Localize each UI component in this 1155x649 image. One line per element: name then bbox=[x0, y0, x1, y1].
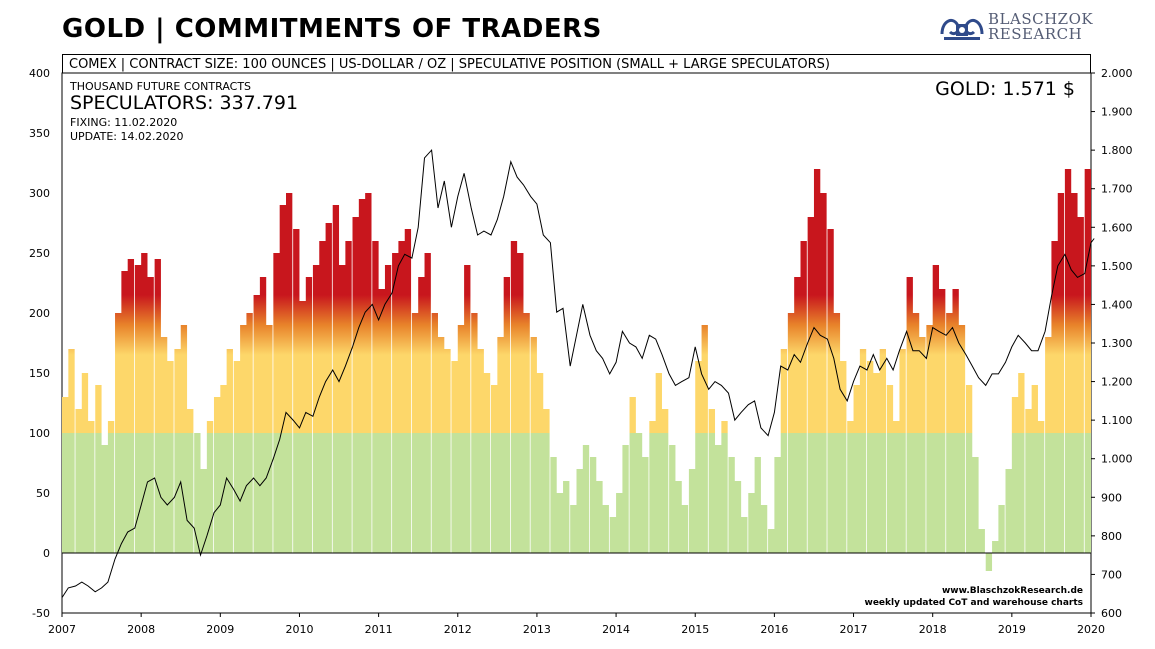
x-tick-label: 2017 bbox=[840, 623, 868, 636]
y-left-tick-label: 100 bbox=[29, 427, 50, 440]
y-right-tick-label: 700 bbox=[1101, 568, 1122, 581]
y-left-tick-label: 300 bbox=[29, 187, 50, 200]
fixing-date: FIXING: 11.02.2020 bbox=[70, 116, 178, 129]
y-right-tick-label: 600 bbox=[1101, 607, 1122, 620]
speculators-value: SPECULATORS: 337.791 bbox=[70, 92, 299, 114]
x-tick-label: 2008 bbox=[127, 623, 155, 636]
y-left-tick-label: 150 bbox=[29, 367, 50, 380]
y-right-tick-label: 1.300 bbox=[1101, 337, 1133, 350]
gold-price: GOLD: 1.571 $ bbox=[935, 78, 1075, 100]
y-right-tick-label: 900 bbox=[1101, 491, 1122, 504]
x-tick-label: 2020 bbox=[1077, 623, 1105, 636]
footnote-tagline: weekly updated CoT and warehouse charts bbox=[864, 598, 1084, 608]
y-right-tick-label: 1.100 bbox=[1101, 414, 1133, 427]
y-right-tick-label: 1.900 bbox=[1101, 106, 1133, 119]
y-left-tick-label: 250 bbox=[29, 247, 50, 260]
y-right-tick-label: 1.400 bbox=[1101, 298, 1133, 311]
update-date: UPDATE: 14.02.2020 bbox=[70, 130, 184, 143]
x-tick-label: 2015 bbox=[681, 623, 709, 636]
speculator-bars-positive bbox=[62, 147, 1091, 553]
y-left-tick-label: 200 bbox=[29, 307, 50, 320]
x-tick-label: 2010 bbox=[285, 623, 313, 636]
gold-price-line bbox=[61, 148, 1095, 598]
footnote-site: www.BlaschzokResearch.de bbox=[941, 586, 1083, 596]
x-tick-label: 2007 bbox=[48, 623, 76, 636]
logo-line-1: BLASCHZOK bbox=[988, 10, 1094, 28]
x-tick-label: 2018 bbox=[919, 623, 947, 636]
speculator-bar bbox=[1091, 147, 1097, 553]
y-right-tick-label: 1.200 bbox=[1101, 376, 1133, 389]
y-left-tick-label: 400 bbox=[29, 67, 50, 80]
brand-logo: BLASCHZOK RESEARCH bbox=[940, 12, 1093, 44]
y-right-tick-label: 1.600 bbox=[1101, 221, 1133, 234]
x-tick-label: 2009 bbox=[206, 623, 234, 636]
x-tick-label: 2019 bbox=[998, 623, 1026, 636]
y-left-tick-label: 50 bbox=[36, 487, 50, 500]
logo-line-2: RESEARCH bbox=[988, 25, 1083, 43]
x-tick-label: 2014 bbox=[602, 623, 630, 636]
x-tick-label: 2013 bbox=[523, 623, 551, 636]
y-right-tick-label: 1.000 bbox=[1101, 453, 1133, 466]
y-right-tick-label: 800 bbox=[1101, 530, 1122, 543]
chart-subtitle: COMEX | CONTRACT SIZE: 100 OUNCES | US-D… bbox=[62, 54, 1091, 73]
y-left-tick-label: -50 bbox=[32, 607, 50, 620]
y-left-tick-label: 350 bbox=[29, 127, 50, 140]
y-right-tick-label: 1.500 bbox=[1101, 260, 1133, 273]
x-tick-label: 2011 bbox=[365, 623, 393, 636]
y-right-tick-label: 2.000 bbox=[1101, 67, 1133, 80]
chart-title: GOLD | COMMITMENTS OF TRADERS bbox=[62, 14, 602, 44]
x-tick-label: 2012 bbox=[444, 623, 472, 636]
units-label: THOUSAND FUTURE CONTRACTS bbox=[70, 80, 252, 93]
y-right-tick-label: 1.800 bbox=[1101, 144, 1133, 157]
logo-wordmark: BLASCHZOK RESEARCH bbox=[988, 12, 1093, 42]
x-tick-label: 2016 bbox=[760, 623, 788, 636]
logo-emblem-icon bbox=[940, 18, 984, 40]
y-left-tick-label: 0 bbox=[43, 547, 50, 560]
y-right-tick-label: 1.700 bbox=[1101, 183, 1133, 196]
